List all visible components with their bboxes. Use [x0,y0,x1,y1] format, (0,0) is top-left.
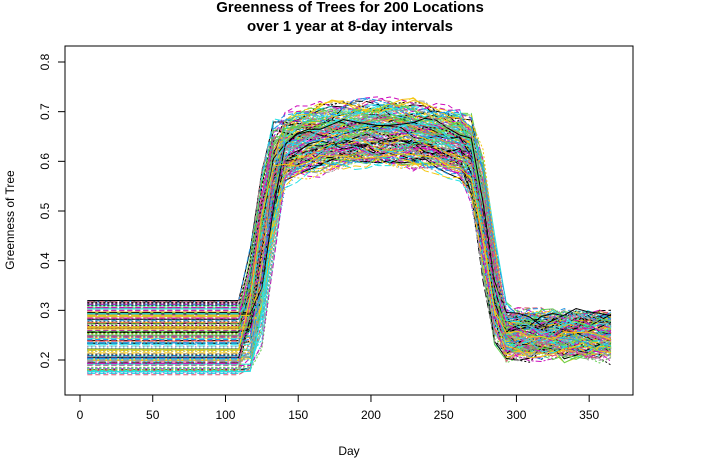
series-lines [87,96,612,376]
series-line [87,115,612,341]
series-line [87,151,612,352]
series-line [87,120,612,357]
series-line [87,113,612,371]
y-tick-label: 0.7 [38,103,52,120]
series-line [87,118,612,353]
chart-title: Greenness of Trees for 200 Locations [216,0,484,16]
series-line [87,96,612,335]
series-line [87,106,612,349]
x-tick-label: 150 [288,408,308,422]
series-line [87,142,612,336]
series-line [87,118,612,344]
series-line [87,157,612,362]
series-line [87,117,612,342]
series-line [87,107,612,366]
y-tick-label: 0.3 [38,302,52,319]
series-line [87,153,612,351]
series-line [87,140,612,372]
y-axis: 0.2 0.3 0.4 0.5 0.6 0.7 0.8 [38,53,66,368]
x-tick-label: 300 [506,408,526,422]
series-line [87,133,612,359]
y-tick-label: 0.2 [38,351,52,368]
series-line [87,148,612,345]
series-line [87,147,612,360]
series-line [87,117,612,326]
series-line [87,154,612,338]
series-line [87,127,612,359]
series-line [87,103,612,358]
series-line [87,143,612,336]
series-line [87,109,612,349]
series-line [87,132,612,362]
series-line [87,158,612,330]
y-tick-label: 0.8 [38,53,52,70]
x-tick-label: 100 [215,408,235,422]
x-axis: 0 50 100 150 200 250 300 350 [77,394,600,422]
y-axis-label: Greenness of Tree [3,170,17,270]
x-tick-label: 250 [434,408,454,422]
y-tick-label: 0.6 [38,153,52,170]
x-tick-label: 50 [146,408,160,422]
series-line [87,148,612,332]
series-line [87,120,612,369]
series-line [87,139,612,334]
series-line [87,104,612,345]
chart-subtitle: over 1 year at 8-day intervals [247,18,453,35]
series-line [87,115,612,327]
series-line [87,147,612,366]
series-line [87,97,612,344]
series-line [87,143,612,349]
x-axis-label: Day [338,444,359,458]
series-line [87,138,612,355]
series-line [87,141,612,362]
series-line [87,121,612,349]
series-line [87,146,612,339]
series-line [87,132,612,338]
y-tick-label: 0.5 [38,202,52,219]
series-line [87,99,612,344]
series-line [87,153,612,332]
series-line [87,142,612,347]
series-line [87,155,612,358]
series-line [87,133,612,335]
series-line [87,137,612,354]
series-line [87,117,612,350]
y-tick-label: 0.4 [38,252,52,269]
x-tick-label: 0 [77,408,84,422]
series-line [87,150,612,358]
x-tick-label: 350 [579,408,599,422]
series-line [87,141,612,330]
series-line [87,144,612,337]
series-line [87,157,612,338]
series-line [87,156,612,321]
series-line [87,124,612,339]
x-tick-label: 200 [361,408,381,422]
series-line [87,130,612,345]
series-line [87,121,612,357]
series-line [87,136,612,369]
